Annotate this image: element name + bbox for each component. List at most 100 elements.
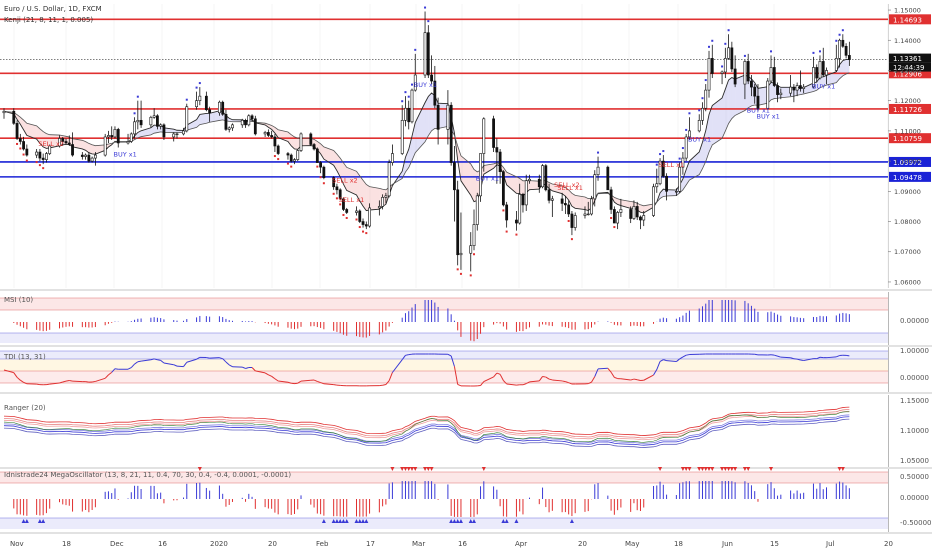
tdi-segment [163, 362, 174, 366]
ma-fill-segment [157, 125, 161, 133]
ma-fill-segment [23, 120, 27, 136]
candle-body [746, 61, 750, 82]
candle-body [567, 204, 571, 215]
candle-body [391, 153, 394, 163]
candle-body [400, 120, 404, 154]
mega-buy-triangle [357, 519, 362, 523]
mega-buy-triangle [504, 519, 509, 523]
candle-body [413, 74, 417, 91]
level-tag-1 [889, 68, 931, 79]
time-label-12: May [625, 540, 639, 548]
candle-body [221, 101, 225, 115]
candle-body [456, 189, 460, 256]
candle-body [776, 85, 779, 95]
ma-fill-segment [460, 155, 471, 196]
ma-fill-segment [85, 141, 89, 153]
candle-body [87, 154, 91, 162]
ma-fill-segment [438, 103, 448, 129]
tdi-segment [800, 359, 804, 362]
tdi-segment [242, 366, 246, 369]
candle-body [25, 148, 29, 156]
ma-fill-segment [229, 118, 233, 122]
candle-body [815, 67, 819, 79]
candle-body [162, 124, 166, 138]
ma-fill-segment [640, 204, 644, 213]
candle-body [723, 58, 727, 73]
fast-ma-line [3, 58, 850, 214]
signal-label-2: SELL x2 [332, 176, 358, 184]
candle-body [501, 171, 505, 206]
tdi-segment [271, 375, 276, 380]
ma-fill-segment [26, 123, 37, 140]
candle-body [227, 127, 231, 130]
candle-body [90, 157, 94, 162]
candle-body [674, 191, 678, 193]
ma-fill-segment [470, 163, 475, 202]
candle-body [270, 135, 274, 138]
tdi-lower-band [0, 371, 888, 383]
tdi-segment [130, 363, 135, 368]
mega-buy-triangle [334, 519, 339, 523]
ma-fill-segment [529, 180, 540, 190]
mega-sell-triangle [742, 467, 747, 471]
sell-marker-dot [459, 272, 462, 275]
candle-body [312, 144, 316, 150]
buy-marker-dot [841, 29, 844, 32]
signal-label-10: BUY x1 [747, 107, 770, 115]
level-tag-text-5: 1.09478 [893, 174, 922, 182]
buy-marker-dot [727, 29, 730, 32]
mega-sell-triangle [710, 467, 715, 471]
mega-sell-triangle [697, 467, 702, 471]
buy-marker-dot [198, 82, 201, 85]
ranger-band-4 [3, 416, 850, 446]
candle-body [338, 189, 342, 200]
mega-sell-triangle [700, 467, 705, 471]
ranger-band-0 [3, 406, 850, 436]
tdi-segment [754, 353, 759, 356]
mega-buy-triangle [472, 519, 477, 523]
ma-fill-segment [408, 136, 412, 168]
time-label-7: 17 [366, 540, 375, 548]
buy-marker-dot [704, 79, 707, 82]
ma-fill-segment [405, 149, 409, 173]
sell-marker-dot [570, 238, 573, 241]
ma-fill-segment [780, 87, 791, 98]
signal-label-8: SELL x1 [659, 161, 685, 169]
candle-body [107, 135, 110, 138]
candle-body [772, 67, 776, 86]
sell-marker-dot [16, 142, 19, 145]
mega-upper-band [0, 472, 888, 483]
tdi-segment [268, 374, 272, 377]
sell-marker-dot [286, 162, 289, 165]
mega-sell-triangle [723, 467, 728, 471]
sell-marker-dot [567, 220, 570, 222]
ma-fill-segment [571, 193, 576, 209]
ma-fill-segment [294, 136, 298, 150]
mega-sell-triangle [729, 467, 734, 471]
candle-body [110, 135, 114, 138]
tdi-segment [620, 378, 631, 381]
mega-buy-triangle [455, 519, 460, 523]
candle-body [472, 224, 476, 247]
buy-marker-dot [427, 20, 430, 23]
sell-marker-dot [38, 164, 41, 167]
tdi-segment [264, 372, 269, 376]
candle-body [404, 107, 407, 121]
tdi-segment [388, 372, 393, 381]
ranger-axis-105: 1.05000 [900, 457, 929, 465]
candle-body [322, 166, 326, 179]
mega-title: Idnistrade24 MegaOscillator (13, 8, 21, … [4, 471, 291, 479]
time-label-1: 18 [62, 540, 71, 548]
tdi-segment [679, 356, 684, 360]
buy-marker-dot [838, 33, 841, 36]
candle-body [515, 219, 518, 224]
candle-body [642, 215, 646, 221]
candle-body [684, 136, 688, 159]
tdi-segment [150, 358, 155, 361]
candle-body [358, 210, 362, 222]
mega-sell-triangle [687, 467, 692, 471]
tdi-segment [157, 359, 161, 361]
mega-sell-triangle [429, 467, 434, 471]
candle-body [733, 68, 737, 85]
